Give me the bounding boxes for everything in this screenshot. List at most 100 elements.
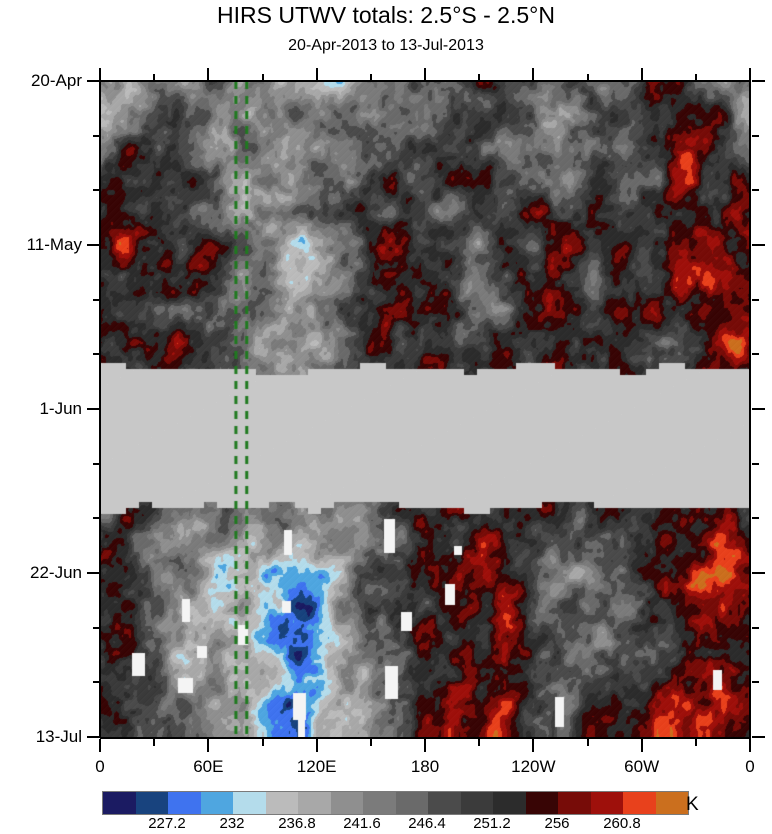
x-tick-major xyxy=(315,68,318,81)
x-tick-major xyxy=(207,68,210,81)
x-tick-minor-bottom xyxy=(261,739,264,746)
x-tick-major-bottom xyxy=(640,739,643,752)
y-tick-minor xyxy=(93,681,100,684)
colorbar-swatch[interactable] xyxy=(103,792,136,814)
y-tick-minor-right xyxy=(752,134,759,137)
y-tick-minor xyxy=(93,353,100,356)
y-tick-minor-right xyxy=(752,353,759,356)
axis-top-line xyxy=(100,80,751,82)
colorbar-swatch[interactable] xyxy=(168,792,201,814)
x-tick-major xyxy=(749,68,751,81)
y-tick-major-right xyxy=(752,408,765,410)
y-axis-tick-label: 11-May xyxy=(26,235,82,254)
x-tick-minor xyxy=(153,74,156,81)
y-axis-tick-label: 20-Apr xyxy=(30,71,82,90)
colorbar-swatch[interactable] xyxy=(655,792,688,814)
x-tick-minor-bottom xyxy=(153,739,156,746)
x-tick-major-bottom xyxy=(315,739,318,752)
y-tick-minor xyxy=(93,189,100,192)
x-tick-minor xyxy=(369,74,372,81)
x-axis-tick-label: 60E xyxy=(193,757,224,776)
y-tick-minor-right xyxy=(752,189,759,192)
x-tick-minor xyxy=(478,74,481,81)
colorbar-swatch[interactable] xyxy=(428,792,461,814)
y-tick-major-right xyxy=(752,736,765,738)
y-tick-major-right xyxy=(752,244,765,246)
colorbar-swatch[interactable] xyxy=(233,792,266,814)
y-tick-minor xyxy=(93,462,100,465)
y-tick-minor xyxy=(93,626,100,629)
plot-area xyxy=(100,81,750,737)
colorbar-swatch[interactable] xyxy=(363,792,396,814)
page-title: HIRS UTWV totals: 2.5°S - 2.5°N xyxy=(217,2,555,28)
y-tick-major xyxy=(87,80,100,82)
axis-bottom-line xyxy=(100,737,751,739)
axis-left-line xyxy=(99,81,101,738)
y-tick-minor-right xyxy=(752,462,759,465)
x-tick-major xyxy=(532,68,535,81)
y-tick-major xyxy=(87,572,100,574)
colorbar[interactable] xyxy=(102,791,689,815)
y-tick-minor-right xyxy=(752,517,759,520)
colorbar-swatch[interactable] xyxy=(330,792,363,814)
colorbar-tick-label: 246.4 xyxy=(408,815,446,832)
y-axis-tick-label: 13-Jul xyxy=(35,727,82,746)
y-tick-minor-right xyxy=(752,626,759,629)
x-tick-minor xyxy=(694,74,697,81)
y-tick-major-right xyxy=(752,80,765,82)
colorbar-swatch[interactable] xyxy=(265,792,298,814)
y-tick-minor xyxy=(93,517,100,520)
colorbar-tick-label: 227.2 xyxy=(148,815,186,832)
x-tick-minor-bottom xyxy=(369,739,372,746)
x-axis-tick-label: 120E xyxy=(296,757,337,776)
y-tick-major xyxy=(87,244,100,246)
colorbar-swatch[interactable] xyxy=(298,792,331,814)
x-tick-minor-bottom xyxy=(694,739,697,746)
colorbar-tick-label: 232 xyxy=(219,815,245,832)
colorbar-swatch[interactable] xyxy=(395,792,428,814)
x-tick-major-bottom xyxy=(424,739,426,752)
x-axis-tick-label: 60W xyxy=(624,757,660,776)
x-tick-major-bottom xyxy=(749,739,751,752)
colorbar-tick-label: 260.8 xyxy=(603,815,641,832)
hovmoller-heatmap-canvas xyxy=(100,81,750,737)
colorbar-swatch[interactable] xyxy=(200,792,233,814)
colorbar-tick-label: 256 xyxy=(544,815,570,832)
x-tick-major xyxy=(640,68,643,81)
colorbar-unit-label: K xyxy=(686,794,699,815)
y-axis-tick-label: 22-Jun xyxy=(30,563,82,582)
x-axis-tick-label: 180 xyxy=(410,757,440,776)
colorbar-tick-label: 241.6 xyxy=(343,815,381,832)
x-axis-tick-label: 0 xyxy=(95,757,105,776)
y-tick-major xyxy=(87,408,100,410)
x-tick-major xyxy=(99,68,101,81)
y-tick-major xyxy=(87,736,100,738)
x-tick-major-bottom xyxy=(207,739,210,752)
axis-right-line xyxy=(749,81,751,738)
x-tick-major xyxy=(424,68,426,81)
y-tick-minor-right xyxy=(752,298,759,301)
y-tick-major-right xyxy=(752,572,765,574)
chart-subtitle: 20-Apr-2013 to 13-Jul-2013 xyxy=(288,37,484,54)
colorbar-swatch[interactable] xyxy=(493,792,526,814)
colorbar-swatch[interactable] xyxy=(135,792,168,814)
colorbar-swatch[interactable] xyxy=(623,792,656,814)
x-tick-major-bottom xyxy=(532,739,535,752)
colorbar-swatch[interactable] xyxy=(460,792,493,814)
y-tick-minor-right xyxy=(752,681,759,684)
colorbar-swatch[interactable] xyxy=(558,792,591,814)
colorbar-tick-label: 236.8 xyxy=(278,815,316,832)
colorbar-swatch[interactable] xyxy=(525,792,558,814)
y-tick-minor xyxy=(93,134,100,137)
x-tick-minor xyxy=(261,74,264,81)
colorbar-swatch[interactable] xyxy=(590,792,623,814)
x-tick-minor-bottom xyxy=(478,739,481,746)
x-tick-minor-bottom xyxy=(586,739,589,746)
y-tick-minor xyxy=(93,298,100,301)
x-axis-tick-label: 0 xyxy=(745,757,755,776)
y-axis-tick-label: 1-Jun xyxy=(39,399,82,418)
x-tick-major-bottom xyxy=(99,739,101,752)
colorbar-tick-label: 251.2 xyxy=(473,815,511,832)
x-tick-minor xyxy=(586,74,589,81)
